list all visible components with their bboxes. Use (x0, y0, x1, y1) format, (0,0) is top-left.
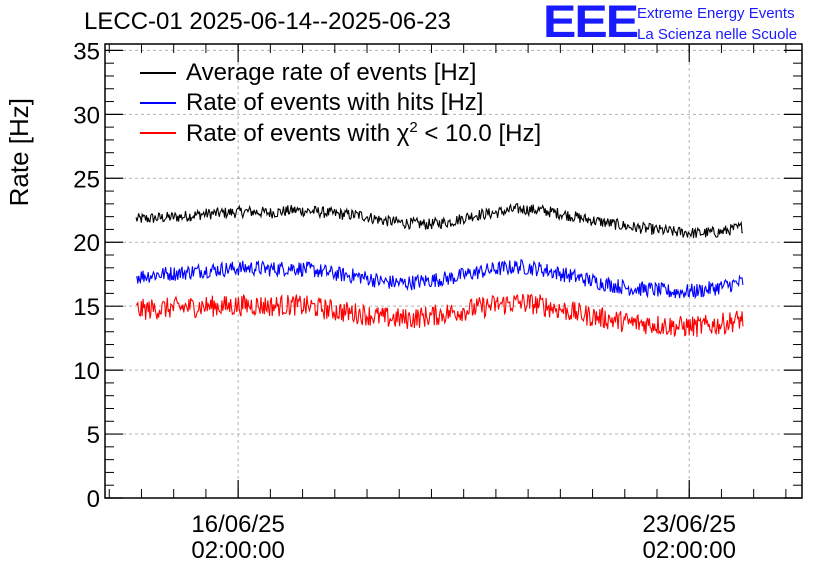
x-tick-label-date: 16/06/25 (191, 511, 284, 538)
legend-entry-hits: Rate of events with hits [Hz] (140, 88, 541, 118)
y-tick-label: 15 (73, 294, 100, 321)
series-line-0 (135, 203, 743, 239)
plot-frame (104, 43, 803, 499)
logo-line-2: La Scienza nelle Scuole (637, 26, 798, 43)
x-tick-label-time: 02:00:00 (643, 537, 736, 564)
series-group (135, 203, 744, 337)
legend: Average rate of events [Hz] Rate of even… (140, 58, 541, 148)
legend-entry-average: Average rate of events [Hz] (140, 58, 541, 88)
y-tick-label: 10 (73, 358, 100, 385)
grid-lines (105, 44, 802, 498)
x-tick-label-time: 02:00:00 (191, 537, 284, 564)
legend-label-hits: Rate of events with hits [Hz] (186, 89, 484, 116)
y-tick-label: 0 (87, 486, 100, 513)
y-tick-label: 5 (87, 422, 100, 449)
legend-swatch-hits (140, 102, 176, 104)
axis-ticks: 0510152025303516/06/2502:00:0023/06/2502… (73, 38, 802, 564)
legend-entry-chi2: Rate of events with χ2 < 10.0 [Hz] (140, 118, 541, 148)
y-tick-label: 30 (73, 102, 100, 129)
eee-logo-text: Extreme Energy Events La Scienza nelle S… (637, 3, 797, 45)
y-tick-label: 20 (73, 230, 100, 257)
y-tick-label: 35 (73, 38, 100, 65)
legend-label-chi2-tail: < 10.0 [Hz] (417, 119, 542, 147)
legend-label-chi2-main: Rate of events with χ (186, 119, 410, 147)
legend-swatch-average (140, 72, 176, 74)
series-line-2 (135, 293, 744, 337)
series-line-1 (135, 259, 744, 300)
x-tick-label-date: 23/06/25 (643, 511, 736, 538)
chart-title: LECC-01 2025-06-14--2025-06-23 (84, 8, 451, 35)
eee-logo-mark: EEE (543, 0, 639, 47)
legend-label-chi2: Rate of events with χ2 < 10.0 [Hz] (186, 119, 541, 148)
legend-label-average: Average rate of events [Hz] (186, 59, 477, 86)
legend-label-chi2-sup: 2 (409, 118, 418, 136)
legend-swatch-chi2 (140, 132, 176, 134)
y-axis-label: Rate [Hz] (4, 98, 34, 207)
y-tick-label: 25 (73, 166, 100, 193)
logo-line-1: Extreme Energy Events (637, 5, 795, 22)
